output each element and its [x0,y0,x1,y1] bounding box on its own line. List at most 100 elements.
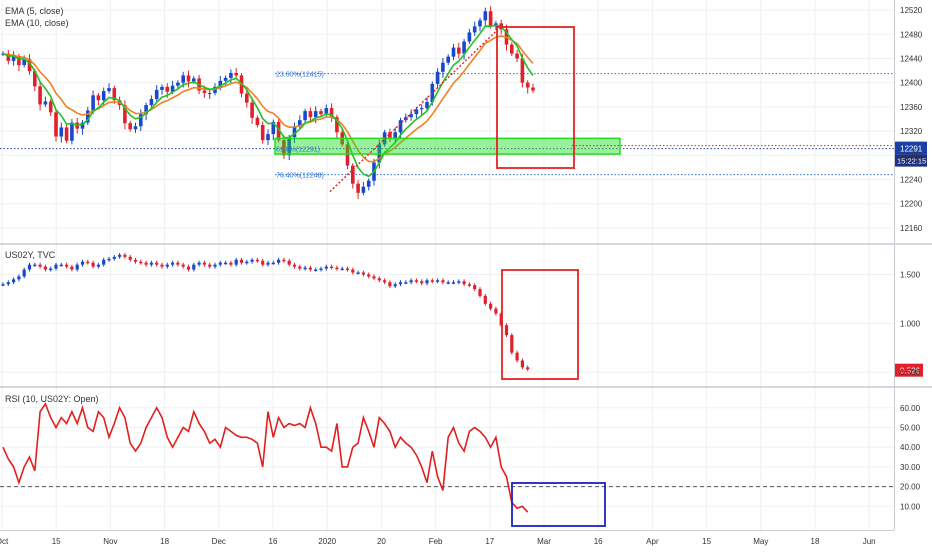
price-candle [160,86,164,90]
yield-candle [361,272,365,275]
legend-us02y: US02Y, TVC [5,250,56,260]
rsi-line [0,402,894,513]
yield-candle [80,261,85,265]
price-candle [255,117,260,126]
price-candle [202,90,207,93]
yield-candle [6,282,10,285]
highlight-box-rsi[interactable] [511,482,606,527]
price-candle [86,110,90,123]
price-candle [483,11,488,21]
price-candle [409,114,413,118]
yield-candle [420,281,424,284]
price-candle [520,58,525,83]
time-tick-label: May [753,537,768,546]
yield-candle [27,264,32,270]
yield-candle [139,261,143,264]
yield-candle [319,268,323,271]
price-candle [48,101,53,113]
yield-candle [176,262,180,265]
yield-candle [96,264,100,267]
yield-candle [165,264,169,267]
yield-candle [393,284,397,287]
time-tick-label: Feb [429,537,443,546]
price-panel[interactable] [0,0,894,243]
yield-candle [181,264,185,267]
time-tick-label: 16 [594,537,603,546]
fib-label-76: 76.40%(12248) [276,173,324,180]
price-tick-label: 12160 [900,224,923,233]
yield-candle [494,308,498,314]
legend-rsi: RSI (10, US02Y: Open) [5,394,99,404]
yield-candle [473,285,477,290]
highlight-box-yield[interactable] [501,269,579,380]
fib-label-61: 61.8%(12291) [276,147,320,154]
time-tick-label: 18 [160,537,169,546]
yield-candle [504,325,509,336]
yield-candle [160,264,164,267]
support-zone-box[interactable] [274,137,621,155]
price-candle [192,78,196,82]
time-tick-label: 15 [52,537,61,546]
yield-candle [457,281,461,283]
yield-candle [202,262,206,265]
time-tick-label: Apr [646,537,659,546]
time-tick-label: Nov [103,537,117,546]
yield-candle [255,259,259,262]
time-tick-label: Oct [0,537,9,546]
price-candle [80,122,85,129]
price-candle [176,82,180,86]
rsi-tick-label: 10.00 [900,502,921,511]
price-candle [393,132,397,139]
yield-candle [345,268,350,271]
price-candle [6,53,11,61]
rsi-line [2,402,529,513]
price-candle [441,62,445,72]
price-candle [457,47,461,54]
price-candle [144,105,148,115]
yield-candle [372,276,376,279]
highlight-box-price[interactable] [496,26,575,169]
price-candle [64,127,69,141]
yield-candle [208,264,212,267]
price-candle [388,132,392,139]
yield-candle [171,262,175,265]
rsi-panel[interactable] [0,388,894,528]
price-candle [308,111,313,118]
trend-line[interactable] [329,28,499,193]
yield-candle [261,260,265,265]
yield-candle [91,262,95,267]
yield-candle [356,272,360,274]
price-candle [245,93,249,103]
price-candle [329,108,334,118]
annotations-front: 61.8%(12291) 12291 15:22:15 0.526 [274,26,927,527]
yield-candle [282,259,286,262]
price-candle [96,95,101,101]
rsi-tick-label: 40.00 [900,443,921,452]
price-candle [298,120,302,127]
yield-candle [234,259,238,265]
price-tick-label: 12240 [900,175,923,184]
yield-candle [213,264,217,267]
price-candle [27,59,32,72]
yield-candle [86,261,90,264]
yield-candle [266,262,270,265]
price-candle [17,56,21,66]
yield-tick-label: 1.000 [900,319,921,328]
yield-candle [510,335,514,353]
yield-candle [70,266,74,270]
yield-candle [133,259,138,262]
yield-candle [149,262,153,265]
price-candle [335,117,339,133]
time-tick-label: 16 [269,537,278,546]
yield-candle [330,266,334,269]
yield-candle [409,280,413,283]
time-tick-label: 2020 [318,537,336,546]
yield-panel[interactable] [0,245,894,385]
time-tick-label: 17 [485,537,494,546]
fib-label-23: 23.60%(12415) [276,72,324,79]
yield-candle [308,267,312,270]
yield-candle [430,280,434,282]
time-tick-label: Jun [863,537,876,546]
